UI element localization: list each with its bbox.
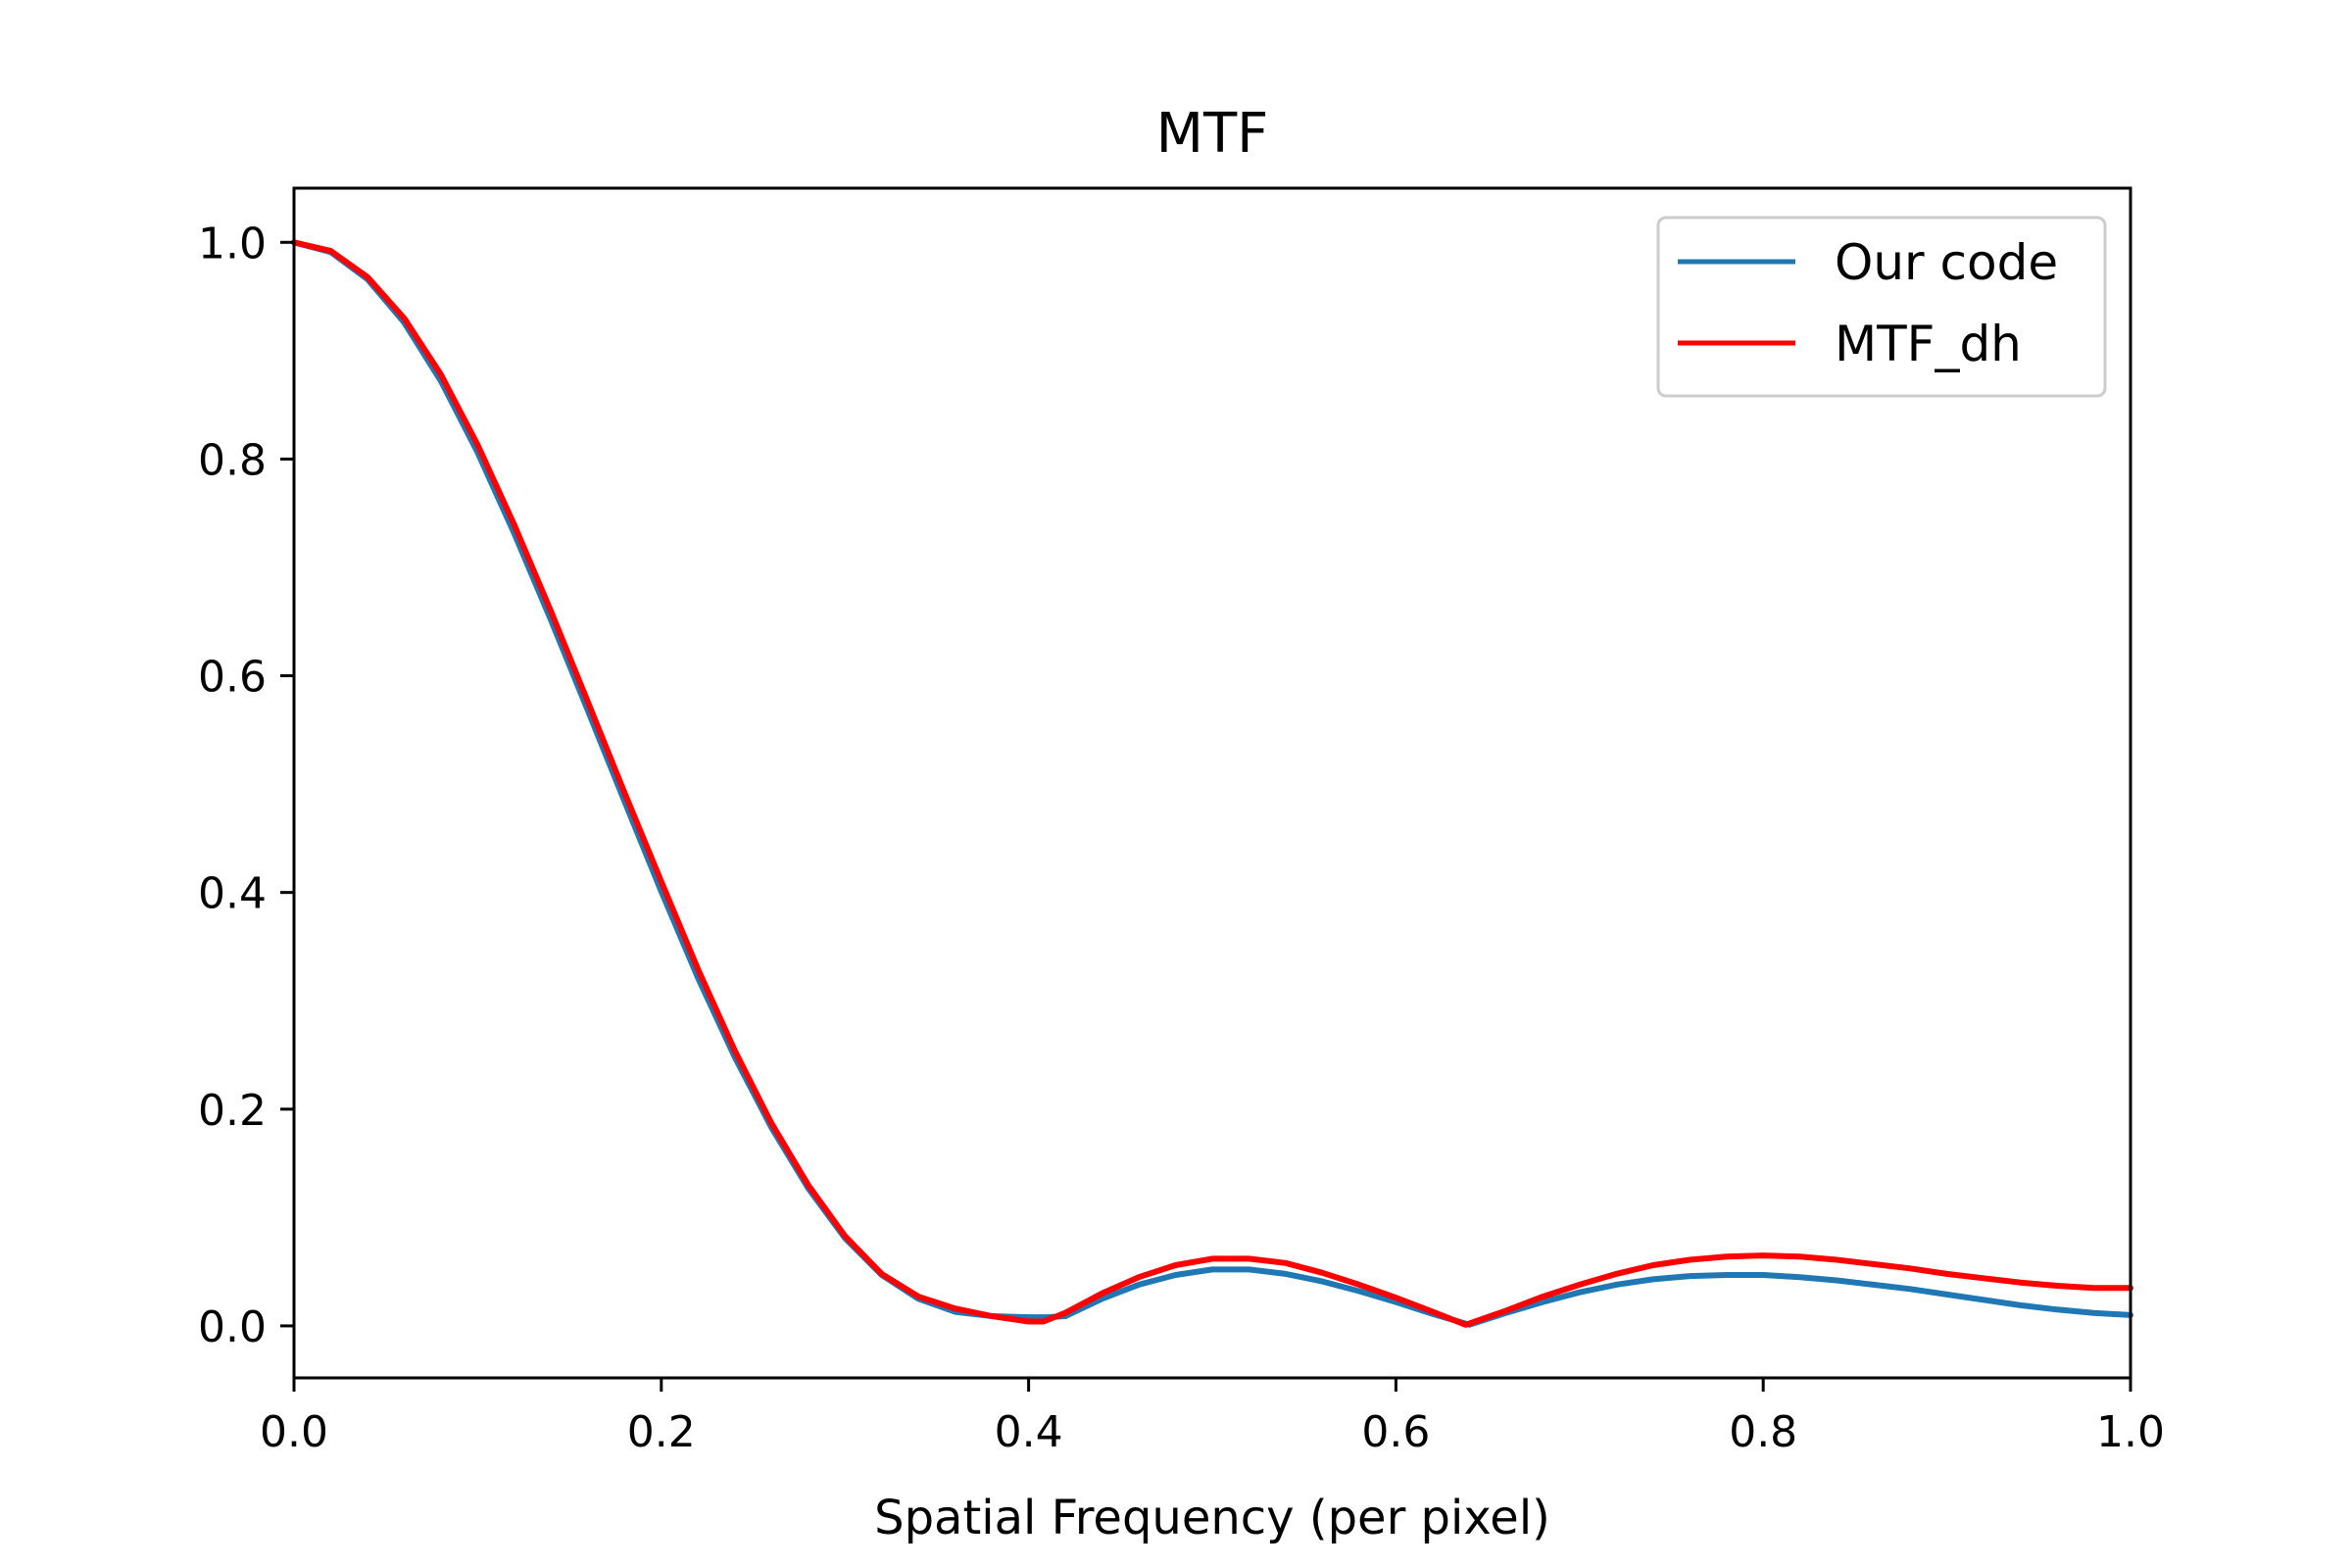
y-tick-label: 0.4 — [198, 869, 267, 919]
y-axis: 0.0 0.2 0.4 0.6 0.8 1.0 — [198, 219, 294, 1352]
x-tick-label: 0.4 — [995, 1407, 1063, 1457]
y-tick-label: 1.0 — [198, 219, 267, 269]
series-line-our-code — [291, 239, 2133, 1328]
legend-label-our-code: Our code — [1835, 234, 2058, 291]
y-tick-label: 0.0 — [198, 1302, 267, 1352]
series-line-mtf-dh — [291, 239, 2133, 1328]
series-layer — [291, 239, 2133, 1328]
y-tick-label: 0.8 — [198, 435, 267, 485]
legend-label-mtf-dh: MTF_dh — [1835, 316, 2022, 372]
x-tick-label: 0.2 — [627, 1407, 696, 1457]
legend: Our code MTF_dh — [1656, 216, 2107, 398]
x-axis-label: Spatial Frequency (per pixel) — [874, 1491, 1550, 1545]
plot-area — [291, 186, 2133, 1380]
y-tick-label: 0.6 — [198, 653, 267, 703]
x-tick-label: 0.0 — [260, 1407, 328, 1457]
x-tick-label: 0.8 — [1729, 1407, 1797, 1457]
y-tick-label: 0.2 — [198, 1086, 267, 1136]
x-axis: 0.0 0.2 0.4 0.6 0.8 1.0 — [260, 1378, 2165, 1457]
plot-frame — [292, 186, 2132, 1380]
x-tick-label: 0.6 — [1361, 1407, 1430, 1457]
chart-title: MTF — [1156, 102, 1269, 166]
x-tick-label: 1.0 — [2096, 1407, 2165, 1457]
